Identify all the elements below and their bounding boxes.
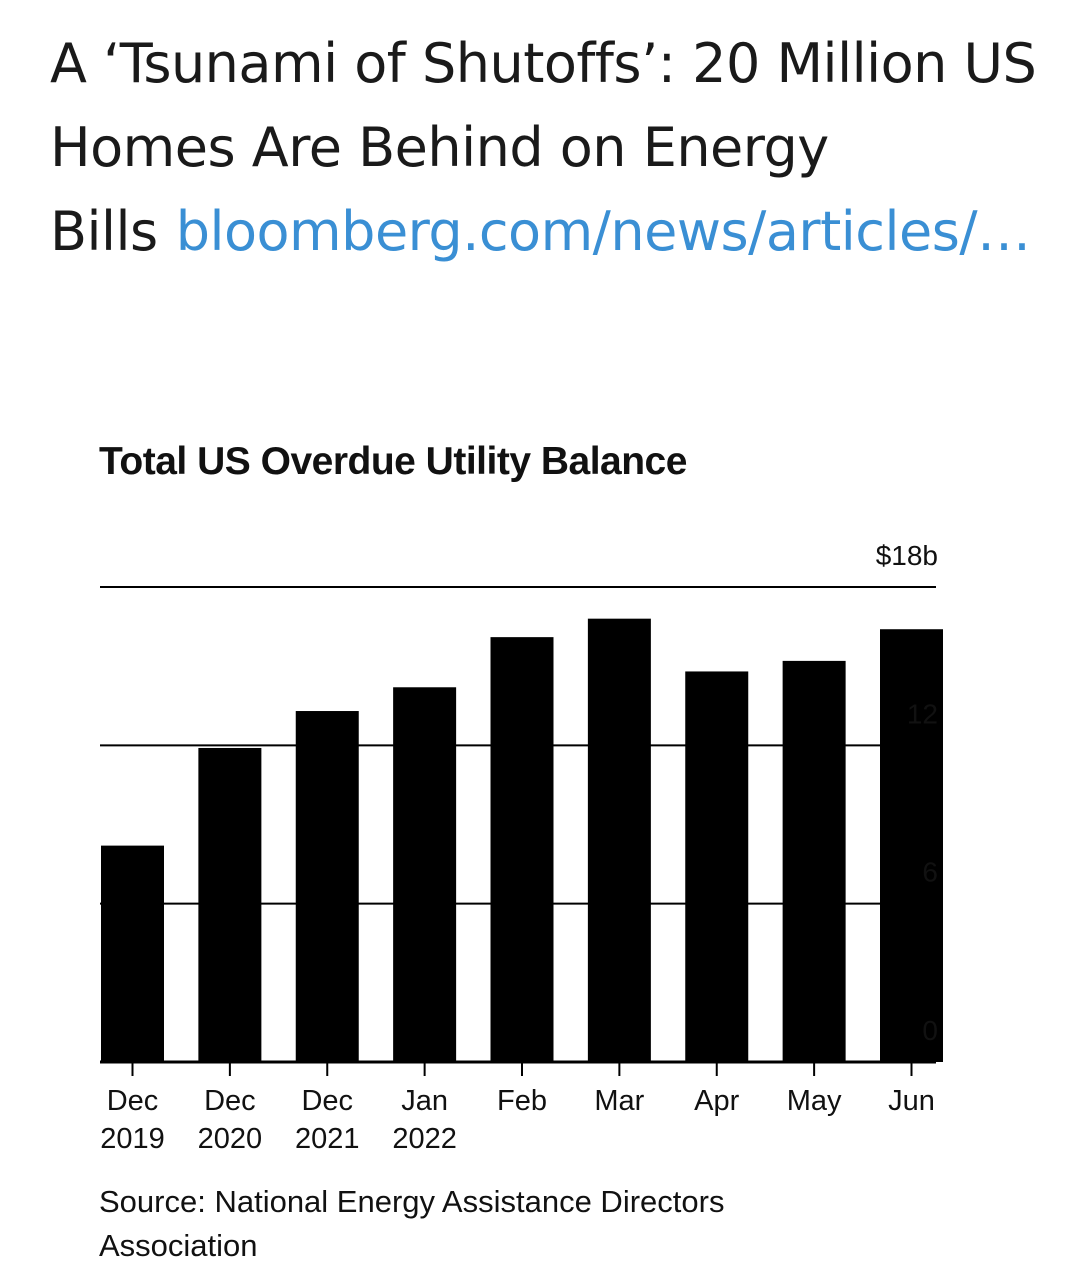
x-tick-label: Dec [204,1085,256,1117]
bar-7 [782,660,846,1062]
y-tick-label: 0 [922,1015,938,1046]
y-tick-labels: 0 6 12 $18b [876,540,938,1046]
tweet-text: A ‘Tsunami of Shutoffs’: 20 Million US H… [50,22,1040,274]
y-tick-label: $18b [876,540,938,571]
bar-8 [880,629,943,1062]
bar-3 [393,687,457,1062]
x-tick-label: 2022 [392,1123,457,1155]
tweet-link[interactable]: bloomberg.com/news/articles/… [175,200,1031,263]
x-tick-label: Dec [107,1085,159,1117]
bars [101,618,943,1062]
x-tick-label: Feb [497,1085,547,1117]
x-tick-label: Mar [594,1085,644,1117]
bar-4 [490,637,554,1062]
x-tick-label: May [787,1085,842,1117]
x-tick-label: 2021 [295,1123,360,1155]
chart-title: Total US Overdue Utility Balance [99,440,687,483]
x-tick-labels: Dec 2019 Dec 2020 Dec 2021 Jan 2022 Feb Mar Apr May… [100,1062,935,1155]
bar-2 [295,711,359,1062]
tweet-headline: A ‘Tsunami of Shutoffs’: 20 Million US H… [50,32,1037,263]
x-tick-label: Apr [694,1085,739,1117]
x-tick-label: 2020 [198,1123,263,1155]
y-tick-label: 6 [922,857,938,888]
bar-5 [587,618,651,1062]
bar-0 [101,845,164,1062]
x-tick-label: Dec [301,1085,353,1117]
x-tick-label: Jun [888,1085,935,1117]
x-tick-label: Jan [401,1085,448,1117]
chart-source: Source: National Energy Assistance Direc… [99,1184,725,1263]
y-tick-label: 12 [907,698,938,729]
bar-6 [685,671,749,1062]
bar-1 [198,747,262,1062]
x-tick-label: 2019 [100,1123,165,1155]
